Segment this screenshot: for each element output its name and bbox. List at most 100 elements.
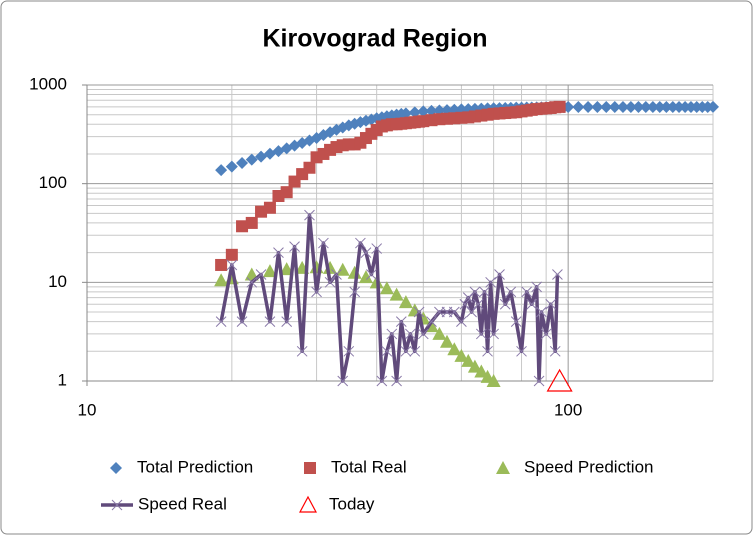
cross-marker (552, 269, 563, 280)
x-tick-label: 100 (554, 400, 582, 419)
diamond-marker (639, 100, 652, 113)
square-marker (280, 186, 293, 199)
square-marker (304, 462, 316, 474)
triangle-marker (389, 287, 404, 301)
triangle-marker (214, 273, 229, 287)
cross-marker (376, 375, 388, 387)
cross-marker (413, 306, 425, 318)
diamond-marker (653, 100, 666, 113)
y-tick-label: 1000 (29, 74, 67, 93)
legend-item: Total Real (304, 457, 407, 476)
cross-marker (405, 328, 416, 340)
cross-marker (409, 345, 421, 357)
cross-marker (111, 499, 123, 511)
diamond-marker (591, 100, 604, 113)
triangle-marker (379, 281, 394, 295)
cross-marker (549, 345, 561, 357)
cross-marker (366, 269, 377, 280)
triangle-marker (486, 374, 501, 387)
cross-marker (469, 286, 481, 298)
diamond-marker (624, 100, 637, 113)
square-marker (245, 216, 258, 229)
cross-marker (360, 247, 372, 258)
triangle-marker (262, 264, 277, 278)
diamond-marker (600, 100, 613, 113)
diamond-marker (707, 100, 719, 113)
legend-label: Today (329, 494, 375, 513)
diamond-marker (646, 100, 659, 113)
cross-marker (434, 306, 445, 318)
diamond-marker (673, 100, 686, 113)
cross-marker (343, 345, 355, 357)
cross-marker (540, 328, 552, 340)
cross-marker (281, 316, 293, 327)
cross-marker (331, 269, 342, 280)
cross-marker (226, 259, 238, 271)
cross-marker (324, 276, 336, 288)
cross-marker (349, 286, 361, 298)
cross-marker (533, 375, 545, 387)
cross-marker (400, 345, 412, 357)
cross-marker (505, 286, 517, 298)
triangle-marker (432, 326, 447, 340)
diamond-marker (616, 100, 629, 113)
cross-marker (545, 298, 557, 310)
cross-marker (488, 328, 499, 340)
open-triangle-marker (299, 495, 317, 513)
square-marker (553, 100, 566, 113)
cross-marker (318, 237, 329, 249)
cross-marker (526, 298, 538, 310)
cross-marker (426, 316, 437, 327)
y-tick-label: 100 (39, 173, 67, 192)
cross-marker (466, 306, 477, 318)
cross-marker (371, 243, 383, 254)
cross-marker (499, 298, 511, 310)
legend-item: Total Prediction (110, 457, 253, 476)
diamond-marker (245, 153, 258, 166)
legend-label: Total Real (331, 457, 407, 476)
cross-marker (215, 316, 227, 327)
triangle-marker (447, 342, 462, 356)
cross-marker (355, 237, 366, 249)
cross-marker (531, 281, 542, 293)
cross-marker (417, 328, 429, 340)
cross-marker (381, 345, 393, 357)
cross-marker (395, 316, 407, 327)
diamond-marker (608, 100, 621, 113)
triangle-marker (461, 353, 476, 367)
cross-marker (510, 316, 522, 327)
cross-marker (264, 316, 276, 327)
cross-marker (236, 316, 248, 327)
cross-marker (296, 345, 308, 357)
triangle-marker (358, 270, 373, 284)
triangle-marker (467, 359, 482, 373)
cross-marker (386, 328, 398, 340)
square-marker (303, 161, 316, 174)
y-tick-label: 10 (48, 272, 67, 291)
diamond-marker (225, 160, 238, 173)
square-marker (236, 220, 249, 233)
cross-marker (479, 286, 490, 298)
cross-marker (311, 286, 322, 298)
triangle-marker (398, 295, 413, 309)
triangle-marker (474, 364, 489, 378)
square-marker (225, 248, 238, 261)
legend-label: Total Prediction (137, 457, 253, 476)
triangle-marker (439, 334, 454, 348)
cross-marker (304, 209, 315, 221)
diamond-marker (572, 101, 585, 114)
cross-marker (472, 298, 484, 310)
cross-marker (485, 276, 496, 288)
square-marker (263, 201, 276, 214)
open-triangle-marker (546, 368, 573, 392)
square-marker (215, 258, 228, 271)
legend-label: Speed Prediction (524, 457, 653, 476)
legend-item: Today (299, 494, 375, 513)
cross-marker (289, 241, 300, 252)
legend-item: Speed Real (101, 494, 227, 513)
diamond-marker (255, 150, 268, 163)
diamond-marker (110, 462, 122, 474)
triangle-marker (496, 461, 510, 474)
diamond-marker (666, 100, 679, 113)
